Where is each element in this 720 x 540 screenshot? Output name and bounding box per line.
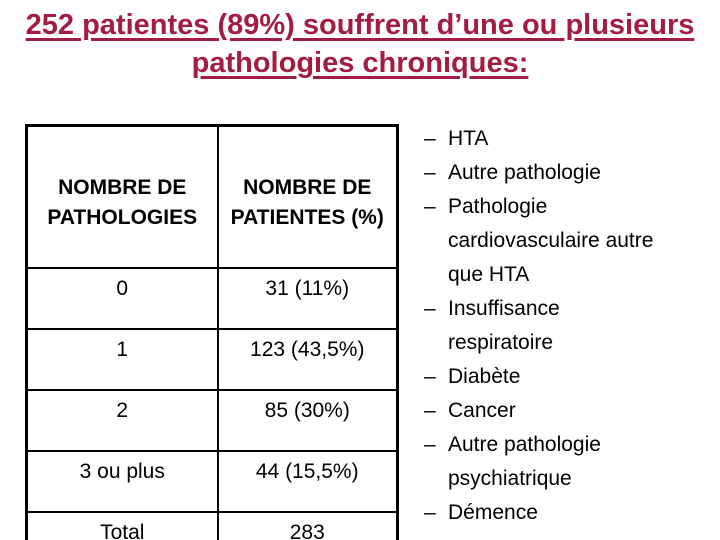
table-row: 2 85 (30%) <box>25 389 399 452</box>
pathologies-list: – HTA – Autre pathologie – Pathologie cardi… <box>424 122 662 530</box>
table-row-total: Total 283 <box>25 511 399 540</box>
cell-nb-patientes: 44 (15,5%) <box>216 450 399 513</box>
pathologies-table: NOMBRE DE PATHOLOGIES NOMBRE DE PATIENTE… <box>25 124 399 540</box>
list-item: – Autre pathologie psychiatrique <box>424 428 662 496</box>
cell-nb-pathologies: 0 <box>25 267 219 330</box>
dash-bullet: – <box>424 195 436 218</box>
cell-nb-pathologies: 1 <box>25 328 219 391</box>
cell-nb-patientes: 85 (30%) <box>216 389 399 452</box>
list-item-label: HTA <box>448 127 489 150</box>
slide-title: 252 patientes (89%) souffrent d’une ou p… <box>25 9 695 79</box>
table-row: 0 31 (11%) <box>25 267 399 330</box>
dash-bullet: – <box>424 161 436 184</box>
list-item: – Pathologie cardiovasculaire autre que H… <box>424 190 662 292</box>
cell-nb-patientes: 31 (11%) <box>216 267 399 330</box>
cell-total-value: 283 <box>216 511 399 540</box>
table-header-row: NOMBRE DE PATHOLOGIES NOMBRE DE PATIENTE… <box>25 124 399 269</box>
table-row: 1 123 (43,5%) <box>25 328 399 391</box>
cell-total-label: Total <box>25 511 219 540</box>
list-item: – Diabète <box>424 360 662 394</box>
list-item-label: Insuffisance respiratoire <box>448 297 560 354</box>
dash-bullet: – <box>424 297 436 320</box>
list-item-label: Autre pathologie <box>448 161 601 184</box>
dash-bullet: – <box>424 365 436 388</box>
list-item: – Autre pathologie <box>424 156 662 190</box>
dash-bullet: – <box>424 433 436 456</box>
table-row: 3 ou plus 44 (15,5%) <box>25 450 399 513</box>
list-item-label: Diabète <box>448 365 521 388</box>
dash-bullet: – <box>424 501 436 524</box>
list-item-label: Autre pathologie psychiatrique <box>448 433 601 490</box>
list-item: – Cancer <box>424 394 662 428</box>
dash-bullet: – <box>424 399 436 422</box>
cell-nb-pathologies: 3 ou plus <box>25 450 219 513</box>
column-header-nombre-pathologies: NOMBRE DE PATHOLOGIES <box>25 124 219 269</box>
list-item-label: Pathologie cardiovasculaire autre que HT… <box>448 195 654 286</box>
column-header-nombre-patientes: NOMBRE DE PATIENTES (%) <box>216 124 399 269</box>
cell-nb-patientes: 123 (43,5%) <box>216 328 399 391</box>
list-item-label: Démence <box>448 501 538 524</box>
cell-nb-pathologies: 2 <box>25 389 219 452</box>
list-item: – Démence <box>424 496 662 530</box>
list-item: – HTA <box>424 122 662 156</box>
list-item-label: Cancer <box>448 399 516 422</box>
list-item: – Insuffisance respiratoire <box>424 292 662 360</box>
dash-bullet: – <box>424 127 436 150</box>
